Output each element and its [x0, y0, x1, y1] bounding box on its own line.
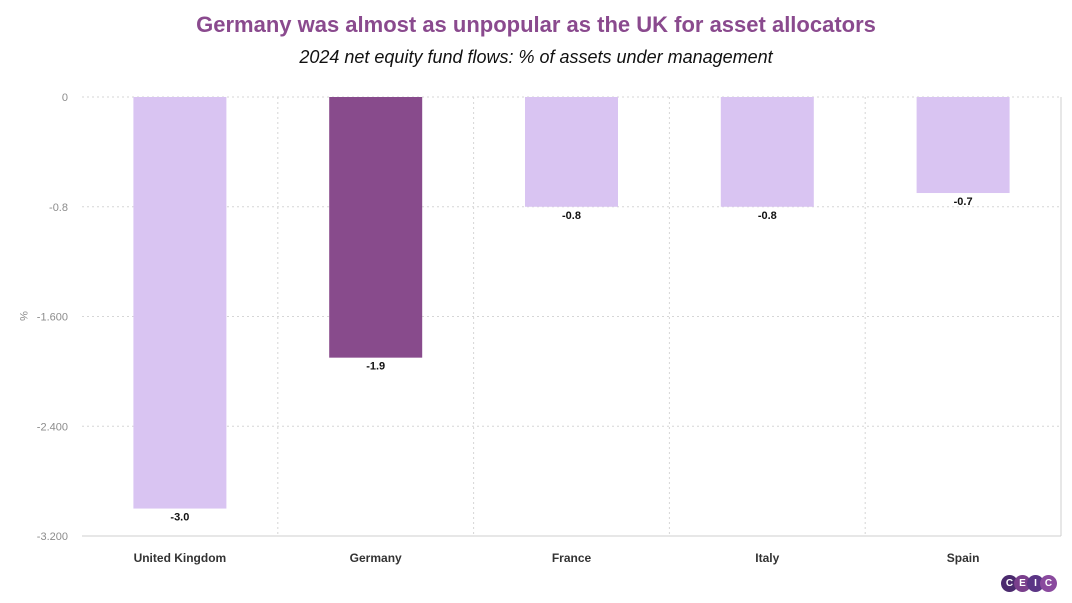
- y-tick-label: -1.600: [37, 312, 68, 324]
- data-label: -0.8: [758, 210, 777, 222]
- x-tick-label: United Kingdom: [134, 551, 227, 565]
- y-tick-label: -2.400: [37, 421, 68, 433]
- y-tick-label: -3.200: [37, 531, 68, 543]
- data-label: -3.0: [170, 512, 189, 524]
- y-tick-label: 0: [62, 92, 68, 104]
- logo-letter: C: [1001, 575, 1018, 592]
- bar: [329, 97, 423, 358]
- x-tick-label: Germany: [350, 551, 402, 565]
- data-label: -0.8: [562, 210, 581, 222]
- data-label: -0.7: [954, 196, 973, 208]
- logo-letter: C: [1040, 575, 1057, 592]
- y-tick-label: -0.8: [49, 202, 68, 214]
- x-tick-label: France: [552, 551, 592, 565]
- logo-letter: E: [1014, 575, 1031, 592]
- data-label: -1.9: [366, 361, 385, 373]
- chart-subtitle: 2024 net equity fund flows: % of assets …: [299, 47, 773, 67]
- x-tick-label: Italy: [755, 551, 779, 565]
- chart-title: Germany was almost as unpopular as the U…: [196, 12, 876, 37]
- ceic-logo: C E I C: [1001, 575, 1057, 592]
- bar: [133, 97, 227, 509]
- y-axis-label: %: [17, 311, 29, 321]
- bar: [720, 97, 814, 207]
- logo-letter: I: [1027, 575, 1044, 592]
- bar: [916, 97, 1010, 194]
- bar: [525, 97, 618, 207]
- x-tick-label: Spain: [947, 551, 980, 565]
